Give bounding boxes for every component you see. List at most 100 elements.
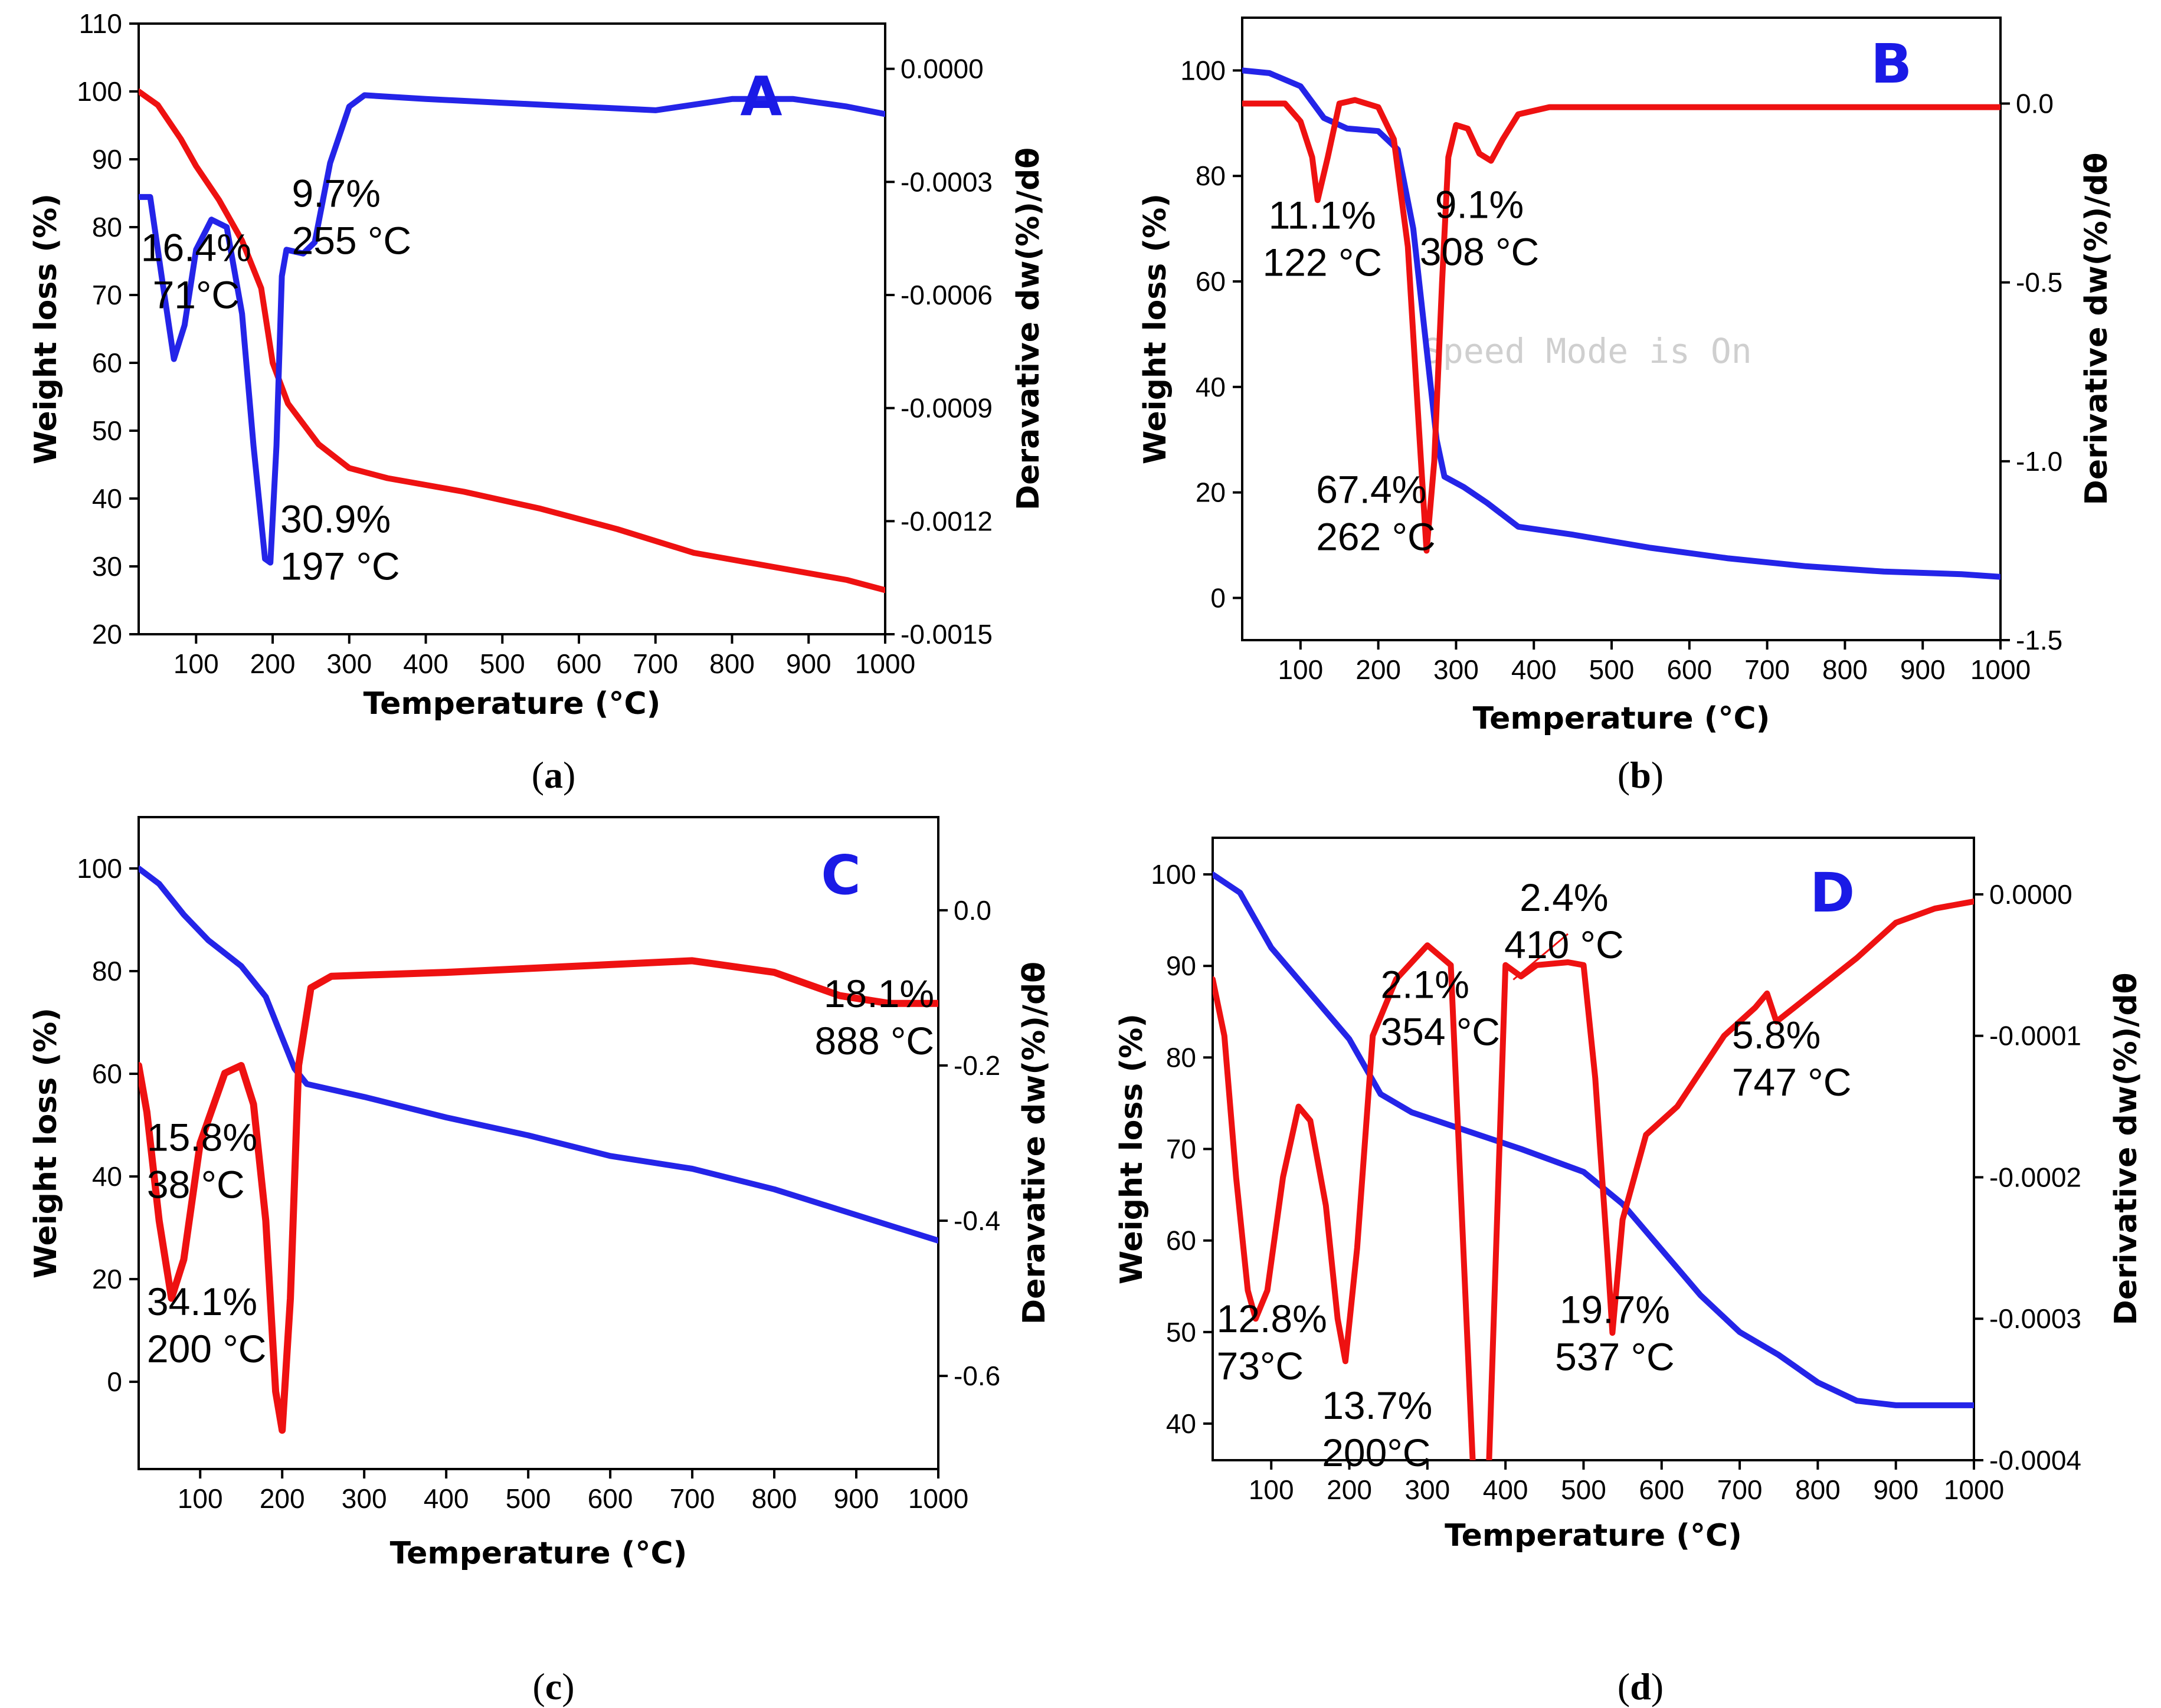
annotation-label: 410 °C: [1504, 923, 1624, 966]
panel-letter: A: [740, 65, 782, 128]
series-red-right: [1242, 97, 2000, 554]
x-tick-label: 300: [1404, 1474, 1450, 1505]
annotation-label: 11.1%: [1269, 194, 1376, 237]
x-axis-title: Temperature (°C): [364, 686, 661, 722]
panel-d: 100 200 300 400 500 600 700 800 900 1000 40 50 60 70 8…: [1114, 837, 2144, 1707]
caption-open: (: [1618, 1666, 1630, 1707]
y2-tick-label: -0.4: [954, 1205, 1000, 1236]
annotation-label: 73°C: [1217, 1344, 1304, 1388]
x-axis-title: Temperature (°C): [1445, 1518, 1742, 1553]
x-axis-title: Temperature (°C): [1473, 701, 1770, 736]
caption-letter: b: [1630, 754, 1651, 796]
x-tick-label: 1000: [908, 1483, 968, 1514]
y2-axis-title: Derivative dw(%)/dθ: [2108, 973, 2144, 1326]
panel-caption: (d): [1618, 1666, 1664, 1707]
annotation-label: 34.1%: [147, 1280, 257, 1323]
x-tick-label: 200: [1355, 654, 1401, 685]
x-tick-label: 600: [588, 1483, 633, 1514]
y2-tick-label: -0.2: [954, 1050, 1000, 1081]
panel-letter: C: [821, 844, 861, 907]
y2-tick-label: -0.0015: [901, 619, 993, 650]
x-tick-label: 600: [1639, 1474, 1684, 1505]
annotation-label: 354 °C: [1380, 1010, 1500, 1054]
y-tick-label: 20: [92, 619, 122, 650]
x-tick-label: 800: [1795, 1474, 1841, 1505]
y-tick-label: 80: [1166, 1042, 1196, 1073]
plot-frame: [137, 22, 886, 635]
series-blue-left: [1213, 871, 1974, 1408]
x-tick-label: 400: [403, 648, 448, 679]
y-axis-title: Weight loss (%): [28, 194, 64, 464]
y-tick-label: 100: [77, 76, 122, 107]
y-tick-label: 30: [92, 551, 122, 582]
annotation-label: 262 °C: [1316, 515, 1436, 559]
y-tick-label: 70: [92, 280, 122, 310]
x-tick-label: 500: [506, 1483, 551, 1514]
y-axis-title: Weight loss (%): [28, 1008, 64, 1278]
annotation-leader-line: [1512, 933, 1569, 981]
caption-open: (: [1618, 754, 1630, 796]
x-tick-label: 400: [1483, 1474, 1528, 1505]
x-tick-label: 300: [1433, 654, 1479, 685]
y-tick-label: 50: [92, 415, 122, 446]
y-tick-label: 100: [1180, 55, 1226, 86]
annotation-label: 2.4%: [1520, 876, 1608, 919]
watermark-text: Speed Mode is On: [1422, 331, 1752, 371]
y2-tick-label: -0.0003: [901, 166, 993, 197]
y-tick-label: 20: [92, 1264, 122, 1294]
x-tick-label: 900: [1873, 1474, 1918, 1505]
x-tick-label: 700: [633, 648, 678, 679]
series-red-right: [1213, 898, 1974, 1460]
series-red-right: [139, 957, 938, 1434]
y2-tick-label: -0.0012: [901, 506, 993, 536]
x-tick-label: 800: [752, 1483, 797, 1514]
annotation-label: 9.1%: [1435, 183, 1524, 227]
y-axis-title: Weight loss (%): [1114, 1014, 1150, 1284]
x-tick-label: 200: [1327, 1474, 1372, 1505]
panel-caption: (b): [1618, 754, 1664, 796]
x-tick-label: 700: [1744, 654, 1790, 685]
x-tick-label: 400: [424, 1483, 469, 1514]
panel-caption: (a): [532, 754, 576, 796]
annotation-label: 888 °C: [815, 1019, 935, 1063]
y2-tick-label: -1.0: [2016, 446, 2062, 477]
y-tick-label: 50: [1166, 1317, 1196, 1348]
x-tick-label: 600: [1666, 654, 1712, 685]
y-tick-label: 80: [92, 956, 122, 986]
y2-tick-label: -0.5: [2016, 267, 2062, 298]
caption-letter: c: [545, 1666, 562, 1707]
caption-open: (: [532, 754, 544, 796]
y2-tick-label: -1.5: [2016, 625, 2062, 655]
y2-tick-label: -0.0003: [1989, 1303, 2081, 1334]
y-tick-label: 80: [92, 212, 122, 242]
panel-letter: D: [1810, 861, 1855, 925]
panel-c: 100 200 300 400 500 600 700 800 900 1000 0 20 40 60 80…: [28, 816, 1052, 1707]
annotation-label: 9.7%: [292, 172, 380, 215]
caption-letter: a: [544, 754, 563, 796]
annotation-label: 255 °C: [292, 219, 411, 263]
x-tick-label: 200: [260, 1483, 305, 1514]
panel-letter: B: [1871, 32, 1912, 96]
annotation-label: 200°C: [1322, 1431, 1430, 1474]
annotation-label: 19.7%: [1560, 1287, 1670, 1331]
y-tick-label: 70: [1166, 1134, 1196, 1165]
y2-tick-label: -0.0009: [901, 393, 993, 424]
annotation-label: 15.8%: [147, 1116, 257, 1159]
annotation-label: 18.1%: [824, 972, 934, 1015]
y2-axis-title: Deravative dw(%)/dθ: [1017, 962, 1052, 1325]
annotation-label: 200 °C: [147, 1327, 267, 1371]
annotation-label: 537 °C: [1555, 1335, 1675, 1378]
x-tick-label: 800: [709, 648, 755, 679]
y2-tick-label: -0.0006: [901, 280, 993, 310]
y-tick-label: 90: [92, 144, 122, 175]
annotation-label: 5.8%: [1732, 1013, 1821, 1057]
x-tick-label: 300: [326, 648, 372, 679]
y-tick-label: 90: [1166, 950, 1196, 981]
annotation-label: 38 °C: [147, 1163, 245, 1207]
y-tick-label: 60: [92, 1058, 122, 1089]
series-blue-left: [1242, 67, 2000, 580]
annotation-label: 67.4%: [1316, 468, 1426, 512]
panel-a: 100 200 300 400 500 600 700 800 900 1000 20 30 40 50 6…: [28, 8, 1046, 796]
annotation-label: 308 °C: [1420, 230, 1540, 274]
